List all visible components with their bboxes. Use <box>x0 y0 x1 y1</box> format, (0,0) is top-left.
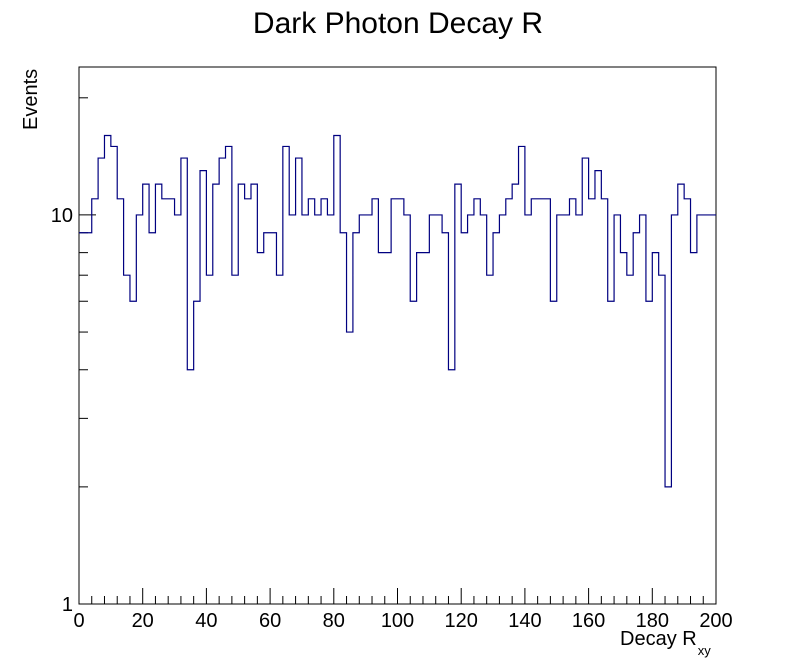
x-tick-label: 100 <box>381 610 414 632</box>
x-tick-label: 180 <box>636 610 669 632</box>
plot-frame <box>78 66 717 605</box>
x-tick-label: 60 <box>259 610 281 632</box>
chart-title: Dark Photon Decay R <box>253 7 543 40</box>
x-tick-label: 200 <box>699 610 732 632</box>
x-tick-label: 40 <box>195 610 217 632</box>
x-tick-label: 20 <box>132 610 154 632</box>
y-axis-label: Events <box>20 69 42 130</box>
x-tick-label: 120 <box>445 610 478 632</box>
x-tick-label: 0 <box>73 610 84 632</box>
x-tick-label: 160 <box>572 610 605 632</box>
x-axis-ticks: 0 20 40 60 80 100 120 140 160 180 200 <box>73 588 733 632</box>
y-axis-ticks: 1 10 <box>51 97 96 616</box>
histogram-series-line <box>79 134 716 488</box>
x-axis-label-main: Decay R <box>620 628 697 650</box>
x-tick-label: 140 <box>508 610 541 632</box>
x-axis-label-subscript: xy <box>698 643 712 658</box>
y-tick-label: 1 <box>62 594 73 616</box>
y-tick-label: 10 <box>51 205 73 227</box>
x-tick-label: 80 <box>323 610 345 632</box>
x-axis-label: Decay Rxy <box>620 628 711 658</box>
